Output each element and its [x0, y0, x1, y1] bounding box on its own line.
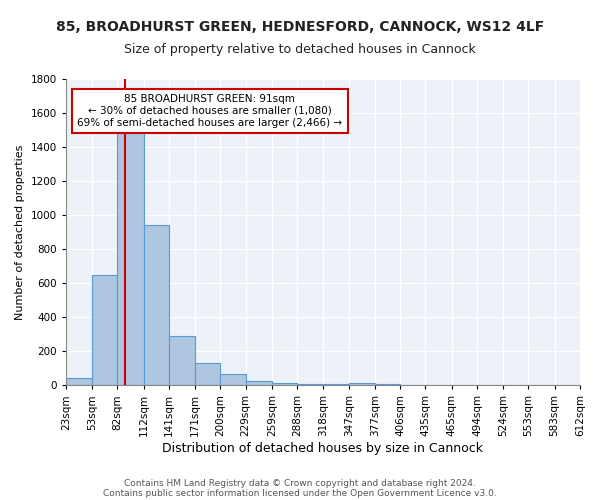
Bar: [195, 363, 220, 386]
Text: Contains HM Land Registry data © Crown copyright and database right 2024.: Contains HM Land Registry data © Crown c…: [124, 478, 476, 488]
Y-axis label: Number of detached properties: Number of detached properties: [15, 144, 25, 320]
Bar: [245, 381, 272, 386]
Text: 85 BROADHURST GREEN: 91sqm
← 30% of detached houses are smaller (1,080)
69% of s: 85 BROADHURST GREEN: 91sqm ← 30% of deta…: [77, 94, 343, 128]
Bar: [375, 384, 400, 386]
Bar: [66, 378, 92, 386]
X-axis label: Distribution of detached houses by size in Cannock: Distribution of detached houses by size …: [163, 442, 484, 455]
Text: 85, BROADHURST GREEN, HEDNESFORD, CANNOCK, WS12 4LF: 85, BROADHURST GREEN, HEDNESFORD, CANNOC…: [56, 20, 544, 34]
Bar: [169, 336, 195, 386]
Bar: [297, 384, 323, 386]
Text: Contains public sector information licensed under the Open Government Licence v3: Contains public sector information licen…: [103, 488, 497, 498]
Bar: [349, 382, 375, 386]
Bar: [323, 384, 349, 386]
Bar: [220, 374, 245, 386]
Text: Size of property relative to detached houses in Cannock: Size of property relative to detached ho…: [124, 42, 476, 56]
Bar: [143, 226, 169, 386]
Bar: [272, 382, 297, 386]
Bar: [92, 274, 118, 386]
Bar: [118, 134, 143, 386]
